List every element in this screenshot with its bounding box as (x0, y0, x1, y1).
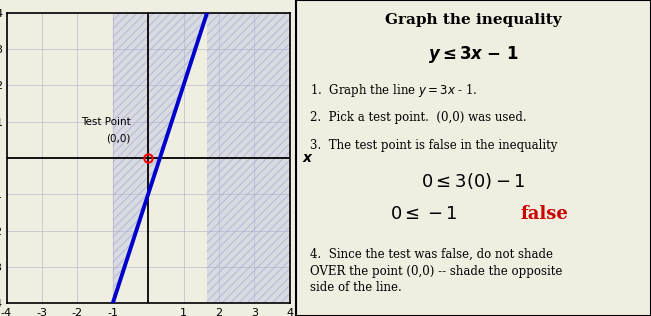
Text: $\boldsymbol{y \leq 3x}$ $\mathbf{-\ 1}$: $\boldsymbol{y \leq 3x}$ $\mathbf{-\ 1}$ (428, 44, 519, 65)
Text: x: x (302, 151, 311, 165)
Text: (0,0): (0,0) (106, 133, 130, 143)
Text: Graph the inequality: Graph the inequality (385, 13, 562, 27)
Text: $0 \leq -1$: $0 \leq -1$ (390, 205, 458, 223)
Text: Test Point: Test Point (81, 117, 130, 127)
Text: 1.  Graph the line $y = 3x$ - 1.: 1. Graph the line $y = 3x$ - 1. (311, 82, 478, 99)
Text: 2.  Pick a test point.  (0,0) was used.: 2. Pick a test point. (0,0) was used. (311, 111, 527, 124)
Text: false: false (521, 205, 568, 223)
Text: 4.  Since the test was false, do not shade
OVER the point (0,0) -- shade the opp: 4. Since the test was false, do not shad… (311, 248, 562, 294)
Text: $0 \leq 3(0) - 1$: $0 \leq 3(0) - 1$ (421, 171, 526, 191)
Text: 3.  The test point is false in the inequality: 3. The test point is false in the inequa… (311, 139, 558, 152)
